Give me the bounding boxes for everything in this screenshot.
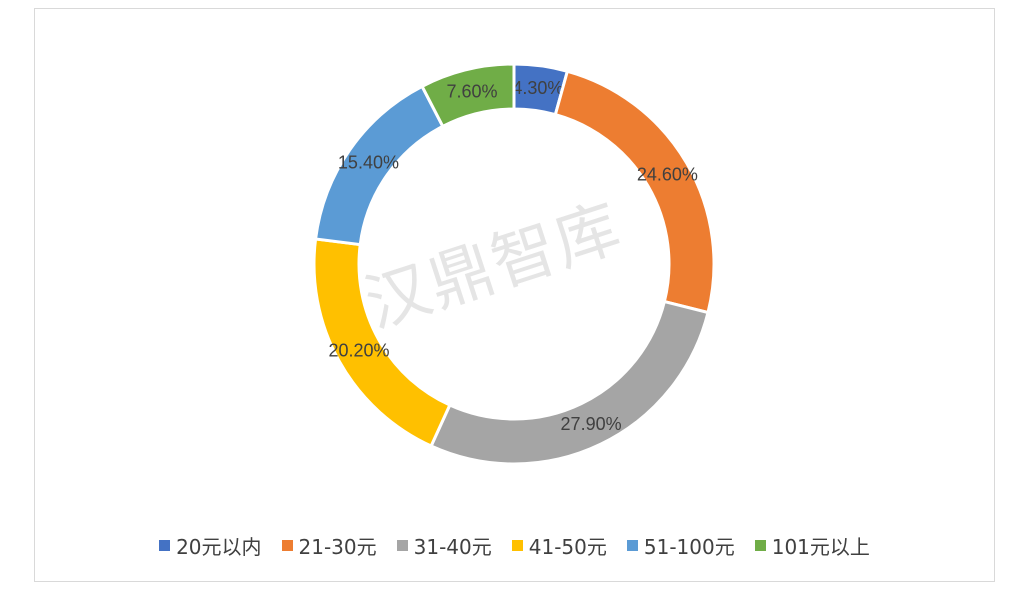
data-label-3: 27.90%	[561, 414, 622, 434]
legend-swatch	[159, 540, 171, 551]
legend-item-1: 20元以内	[159, 531, 262, 560]
legend-label: 51-100元	[643, 535, 735, 559]
slice-3	[429, 299, 710, 466]
slice-6	[420, 62, 516, 129]
legend-swatch	[626, 540, 638, 551]
legend-label: 21-30元	[298, 535, 377, 559]
legend-item-3: 31-40元	[396, 531, 492, 560]
legend-label: 101元以上	[771, 535, 870, 559]
legend-item-5: 51-100元	[626, 531, 735, 560]
legend-label: 41-50元	[528, 535, 607, 559]
legend-swatch	[281, 540, 293, 551]
legend-label: 31-40元	[413, 535, 492, 559]
legend-item-2: 21-30元	[281, 531, 377, 560]
legend-swatch	[396, 540, 408, 551]
data-label-6: 7.60%	[446, 82, 497, 102]
data-label-5: 15.40%	[338, 152, 399, 172]
legend: 20元以内 21-30元 31-40元 41-50元 51-100元 101元以上	[0, 531, 1029, 560]
legend-label: 20元以内	[176, 535, 262, 559]
legend-item-6: 101元以上	[754, 531, 870, 560]
data-label-2: 24.60%	[637, 165, 698, 185]
legend-swatch	[511, 540, 523, 551]
data-label-4: 20.20%	[328, 340, 389, 360]
data-label-1: 4.30%	[512, 78, 563, 98]
legend-item-4: 41-50元	[511, 531, 607, 560]
legend-swatch	[754, 540, 766, 551]
